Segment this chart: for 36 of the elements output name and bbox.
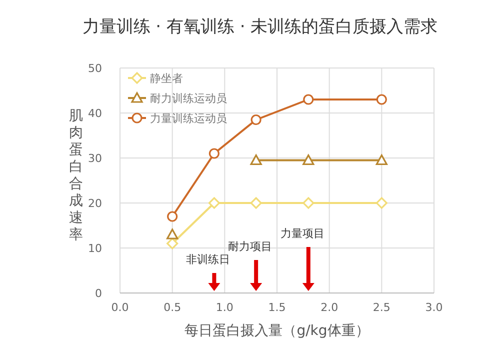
point (250, 197, 262, 209)
x-tick-label: 2.5 (372, 301, 390, 314)
ref-line-label: 非训练日 (186, 253, 230, 266)
point (250, 114, 262, 126)
ref-line-label: 力量项目 (280, 227, 324, 240)
point (208, 148, 220, 159)
y-axis-title: 肌肉蛋白合成速率 (69, 108, 83, 243)
x-tick-label: 3.0 (425, 301, 443, 314)
point (166, 228, 178, 240)
point (166, 238, 178, 250)
point (208, 197, 220, 209)
x-tick-label: 2.0 (320, 301, 338, 314)
y-tick-label: 40 (88, 107, 102, 120)
point (167, 211, 178, 222)
point (376, 197, 388, 209)
point (250, 154, 262, 166)
point (376, 154, 388, 166)
x-tick-label: 1.5 (268, 301, 286, 314)
legend-label: 耐力训练运动员 (150, 92, 227, 105)
ref-line-label: 耐力项目 (228, 240, 272, 253)
point (303, 94, 314, 105)
point (302, 154, 314, 166)
chart-title: 力量训练 · 有氧训练 · 未训练的蛋白质摄入需求 (82, 17, 438, 37)
x-tick-label: 0.5 (164, 301, 182, 314)
y-tick-label: 20 (88, 197, 102, 210)
legend-label: 力量训练运动员 (150, 112, 227, 125)
y-tick-label: 50 (88, 62, 102, 75)
point (376, 94, 387, 105)
x-axis-title: 每日蛋白摄入量（g/kg体重） (184, 323, 370, 339)
x-tick-label: 0.0 (111, 301, 129, 314)
y-tick-label: 10 (88, 242, 102, 255)
x-tick-label: 1.0 (216, 301, 234, 314)
y-tick-label: 0 (95, 287, 102, 300)
point (302, 197, 314, 209)
legend-label: 静坐者 (150, 72, 183, 85)
y-tick-label: 30 (88, 152, 102, 165)
